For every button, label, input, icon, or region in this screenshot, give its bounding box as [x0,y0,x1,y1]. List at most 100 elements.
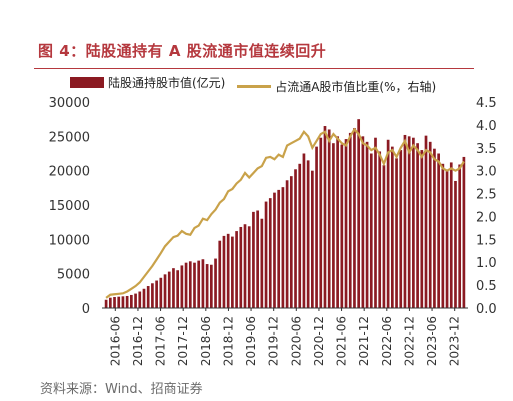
bar [344,139,348,308]
bar [319,137,323,308]
bar [433,148,436,308]
bar [209,264,213,308]
y-right-tick-label: 2.0 [476,210,497,225]
bar [247,226,251,308]
bar [403,134,407,308]
legend-item-bar: 陆股通持股市值(亿元) [70,74,225,91]
y-right-tick-label: 2.5 [476,188,497,203]
bar [163,274,167,308]
bar [353,128,356,308]
bar [151,283,154,308]
x-tick-label: 2023-12 [448,316,462,366]
bar [449,162,453,308]
bar [327,129,331,308]
x-tick-label: 2016-06 [108,316,122,366]
bar [390,146,394,308]
bar [113,297,116,308]
bar-series [104,119,466,308]
bar [386,139,390,308]
bar [184,262,188,308]
bar [125,295,129,308]
bar [214,258,217,308]
legend-label-line: 占流通A股市值比重(%，右轴) [275,80,437,94]
bar [348,132,352,308]
y-left-tick-label: 25000 [49,130,90,145]
bar [378,151,382,308]
bar [454,180,457,308]
y-right-tick-label: 0.0 [476,302,497,317]
x-tick-label: 2023-06 [425,316,439,366]
bar [226,233,230,308]
bar [357,119,361,308]
bar [121,296,125,308]
bar [172,268,175,308]
bar [416,143,419,308]
bar [441,163,445,308]
x-tick-label: 2021-06 [335,316,349,366]
y-left-tick-label: 0 [82,302,90,317]
y-right-tick-label: 1.5 [476,233,497,248]
bar [138,291,142,308]
ratio-line-series [105,127,465,299]
bar [395,158,398,308]
bar [205,264,209,308]
bar [193,262,196,308]
bar [268,198,272,308]
x-tick-label: 2017-12 [176,316,190,366]
bar [264,201,268,308]
chart-legend: 陆股通持股市值(亿元) 占流通A股市值比重(%，右轴) [70,74,444,95]
source-note: 资料来源：Wind、招商证券 [40,382,203,397]
bar [159,277,163,308]
bar [332,143,335,308]
y-left-tick-label: 20000 [49,165,90,180]
y-left-tick-label: 5000 [57,268,90,283]
bar [188,261,192,308]
bar [315,146,318,308]
x-tick-label: 2020-06 [289,316,303,366]
x-tick-label: 2019-06 [244,316,258,366]
x-tick-label: 2018-06 [199,316,213,366]
bar [382,165,386,308]
bar [155,280,158,308]
bar [117,296,121,308]
bar [420,150,424,308]
bar [285,180,289,308]
bar [197,260,201,308]
x-tick-label: 2021-12 [357,316,371,366]
bar [369,153,373,308]
bar [424,135,428,308]
y-right-tick-label: 3.0 [476,165,497,180]
bar [458,164,462,308]
y-left-tick-label: 15000 [49,199,90,214]
bar [180,265,184,308]
bar [130,294,133,308]
y-right-tick-label: 1.0 [476,256,497,271]
legend-label-bar: 陆股通持股市值(亿元) [108,76,226,90]
bar [311,170,314,308]
bar [252,211,255,308]
x-tick-label: 2017-06 [154,316,168,366]
legend-swatch-line [237,85,272,88]
bar [108,297,112,308]
bar [323,126,327,308]
y-right-tick-label: 3.5 [476,142,497,157]
bar [167,271,171,308]
title-divider [34,68,474,69]
bar [104,299,108,308]
bar [281,187,285,308]
bar [428,141,432,308]
bar [374,137,377,308]
x-tick-label: 2020-12 [312,316,326,366]
bar [277,189,281,308]
bar [289,176,293,308]
y-axis-left: 0 5000 10000 15000 20000 25000 30000 [49,96,90,317]
bar [294,169,297,308]
y-right-tick-label: 4.0 [476,119,497,134]
bar [273,192,276,308]
y-axis-right: 0.0 0.5 1.0 1.5 2.0 2.5 3.0 3.5 4.0 4.5 [476,96,497,317]
bar [201,259,205,308]
bar [407,136,411,308]
bar [437,153,440,308]
bar [298,163,302,308]
